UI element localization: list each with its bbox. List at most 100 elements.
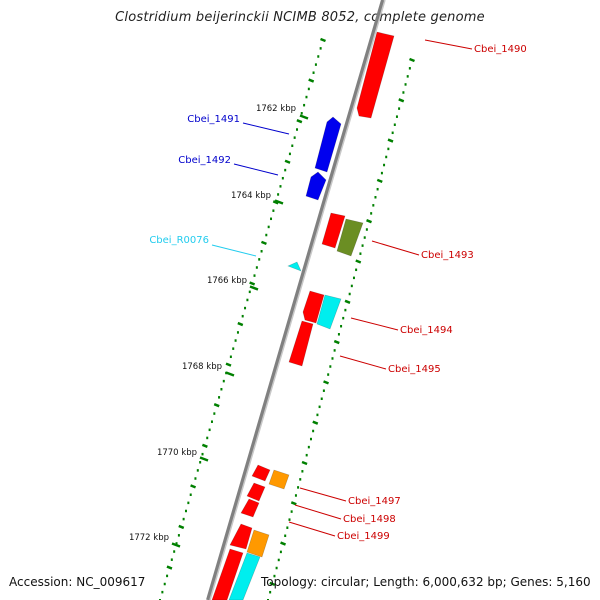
track-dot xyxy=(327,373,330,376)
track-dot xyxy=(296,118,303,124)
track-dot xyxy=(355,268,358,272)
track-dot xyxy=(305,95,308,99)
track-dot xyxy=(312,71,315,74)
track-dot xyxy=(406,75,409,78)
gene-feature-cbei-1499 xyxy=(228,552,261,600)
track-dot xyxy=(296,128,299,131)
track-dot xyxy=(294,494,297,497)
track-dot xyxy=(290,510,293,513)
track-dot xyxy=(206,436,209,440)
gene-feature-cbei-1494 xyxy=(302,290,325,324)
gene-leader-line xyxy=(299,487,347,502)
kbp-tick-label: 1772 kbp xyxy=(129,533,169,543)
track-dot xyxy=(297,486,300,489)
track-dot xyxy=(320,397,323,401)
gene-features xyxy=(211,31,395,600)
track-dot xyxy=(187,501,190,505)
kbp-ticks: 1762 kbp 1764 kbp 1766 kbp 1768 kbp 1770 kbp… xyxy=(129,104,309,548)
track-dot xyxy=(380,171,383,175)
track-dot xyxy=(272,209,275,212)
track-dot xyxy=(225,362,232,367)
track-dot xyxy=(312,429,315,433)
gene-leader-line xyxy=(339,355,387,370)
track-dot xyxy=(322,389,325,392)
track-dot xyxy=(218,396,221,399)
track-dot xyxy=(280,541,287,546)
genome-summary-text: Topology: circular; Length: 6,000,632 bp… xyxy=(261,575,591,589)
track-dot xyxy=(329,365,332,368)
track-dot xyxy=(307,87,310,91)
track-dot xyxy=(163,582,166,586)
gene-leader-line xyxy=(211,244,257,257)
track-dot xyxy=(333,349,336,352)
track-dot xyxy=(255,266,258,269)
track-dot xyxy=(350,284,353,288)
track-dot xyxy=(178,524,185,530)
track-dot xyxy=(316,413,319,417)
track-dot xyxy=(173,550,176,553)
gene-feature-cbei-1491 xyxy=(314,116,342,173)
track-dot xyxy=(303,103,306,107)
gene-leader-line xyxy=(371,240,420,256)
gene-leader-line xyxy=(350,317,399,331)
track-dot xyxy=(236,331,239,334)
kbp-tick-label: 1762 kbp xyxy=(256,104,296,114)
track-dot xyxy=(237,321,244,327)
kbp-tick-mark xyxy=(249,285,259,291)
track-dot xyxy=(293,136,296,139)
track-dot xyxy=(208,428,211,432)
track-dot xyxy=(344,308,347,312)
gene-leader-line xyxy=(288,521,336,537)
track-dot xyxy=(161,590,164,594)
track-dot xyxy=(277,558,280,562)
track-dot xyxy=(344,299,351,304)
track-dot xyxy=(363,236,366,239)
kbp-tick-mark xyxy=(274,199,284,205)
gene-feature-cbei-1497 xyxy=(268,469,290,490)
gene-feature-cbei-1494 xyxy=(316,294,342,330)
track-dot xyxy=(166,574,169,578)
track-dot xyxy=(398,107,401,110)
track-dot xyxy=(366,219,372,224)
gene-feature-cbei-1495 xyxy=(288,320,314,367)
track-dot xyxy=(314,63,317,66)
track-dot xyxy=(320,37,326,43)
track-dot xyxy=(385,155,388,159)
track-dot xyxy=(199,461,202,464)
track-dot xyxy=(318,405,321,409)
track-dot xyxy=(393,123,396,126)
gene-label-cbei-1494: Cbei_1494 xyxy=(400,325,453,336)
gene-feature-cbei-1497 xyxy=(251,464,271,482)
track-dot xyxy=(355,259,362,264)
gene-feature-cbei-1499 xyxy=(229,523,253,550)
track-dot xyxy=(284,159,291,164)
track-dot xyxy=(348,292,351,296)
track-dot xyxy=(359,252,362,255)
gene-feature-cbei-1490 xyxy=(356,31,395,119)
track-dot xyxy=(213,403,220,408)
track-dot xyxy=(275,566,278,570)
track-dot xyxy=(279,550,282,554)
track-dot xyxy=(229,355,232,359)
track-dot xyxy=(305,453,308,457)
track-dot xyxy=(213,412,216,415)
kbp-tick-mark xyxy=(225,371,235,377)
track-dot xyxy=(317,55,320,58)
track-dot xyxy=(352,276,355,280)
gene-feature-cbei-1492 xyxy=(305,171,327,201)
track-dot xyxy=(387,147,390,151)
kbp-tick-label: 1766 kbp xyxy=(207,276,247,286)
gene-feature-cbei-1499 xyxy=(246,529,270,558)
track-dot xyxy=(323,380,329,385)
track-dot xyxy=(404,83,407,86)
track-dot xyxy=(391,131,394,135)
gene-leader-line xyxy=(233,163,279,176)
track-dot xyxy=(232,347,235,350)
track-dot xyxy=(258,258,261,261)
track-dot xyxy=(340,324,343,328)
track-dot xyxy=(374,196,377,199)
track-dot xyxy=(290,501,297,506)
track-dot xyxy=(190,484,197,489)
